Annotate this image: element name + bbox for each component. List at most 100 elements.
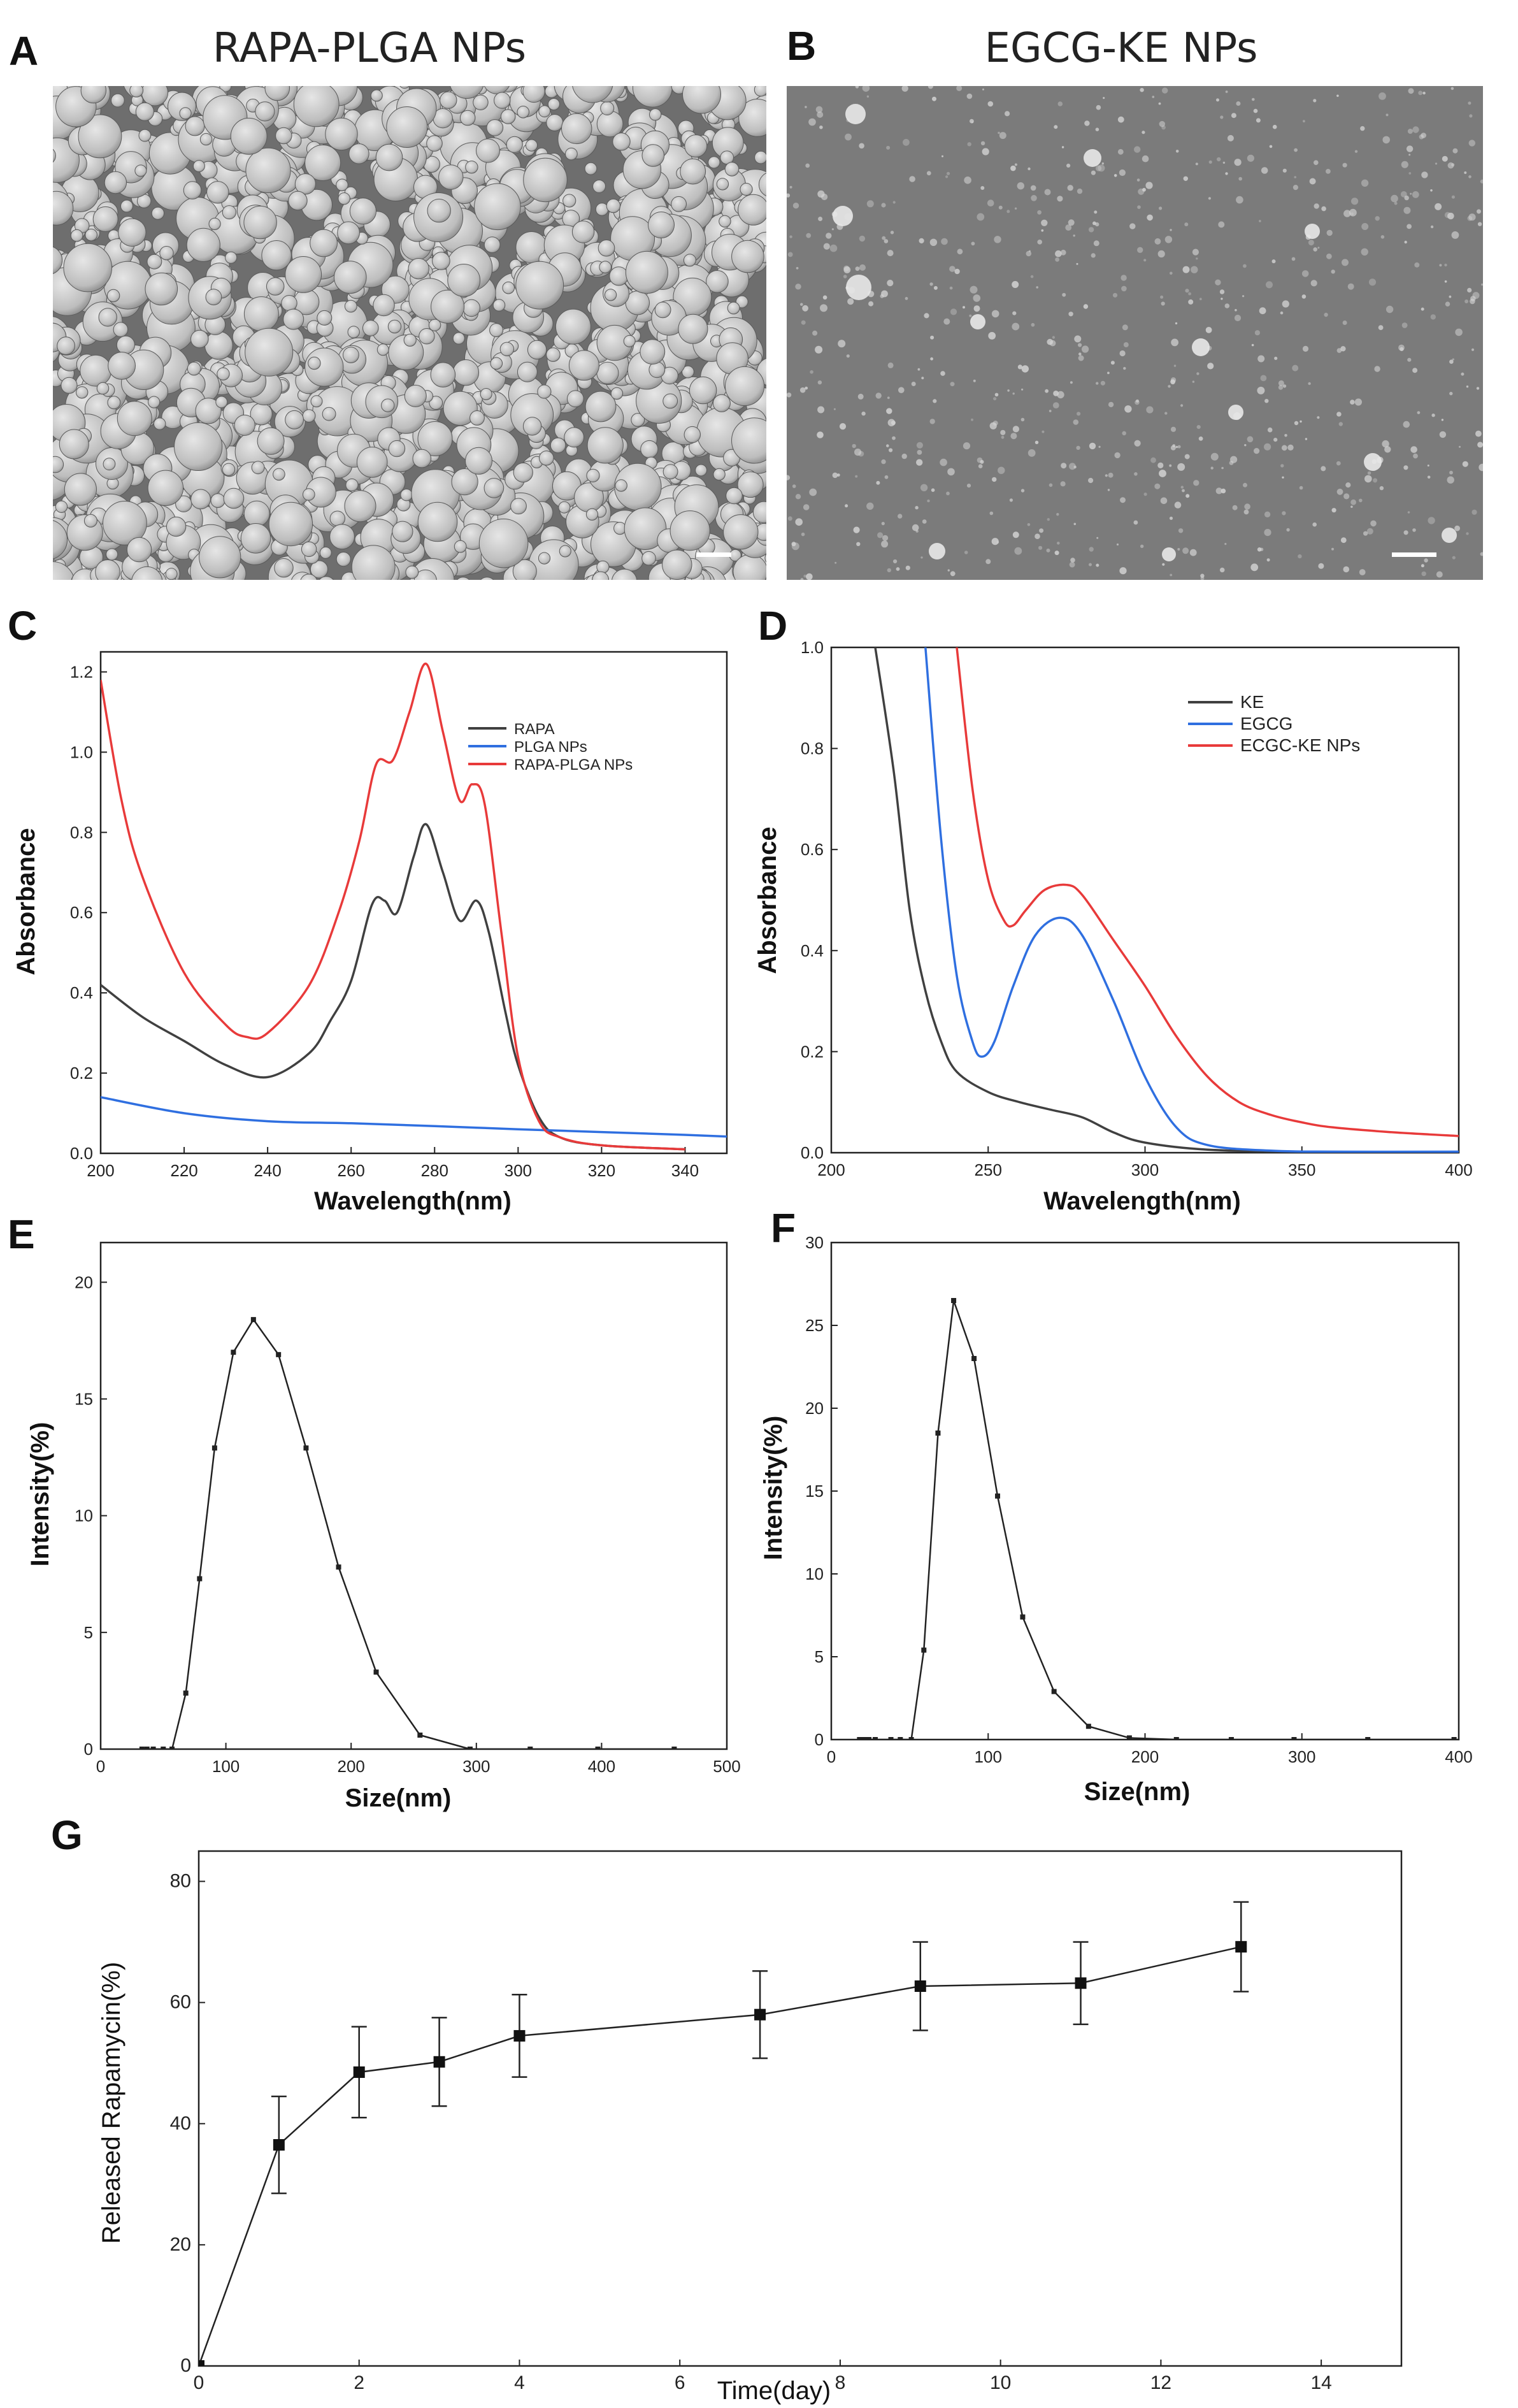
x-tick-label: 200 [338, 1757, 365, 1776]
sem-particle [517, 106, 530, 119]
y-tick-label: 60 [170, 1992, 191, 2013]
data-point [898, 1737, 903, 1740]
sem-particle [120, 199, 133, 213]
y-tick-label: 5 [84, 1623, 93, 1642]
sem-particle [631, 413, 645, 427]
data-point [231, 1350, 236, 1355]
x-tick-label: 14 [1310, 2372, 1331, 2393]
sem-particle [85, 228, 98, 242]
x-tick-label: 100 [212, 1757, 240, 1776]
sem-particle [735, 295, 748, 308]
series-line [101, 663, 685, 1151]
data-point [1291, 1737, 1297, 1740]
y-tick-label: 0 [84, 1740, 93, 1759]
x-tick-label: 200 [817, 1160, 845, 1179]
y-tick-label: 0.6 [801, 840, 824, 859]
y-tick-label: 0 [180, 2355, 191, 2376]
sem-particle [706, 270, 729, 293]
x-tick-label: 300 [462, 1757, 490, 1776]
legend-label: RAPA [514, 721, 555, 738]
sem-particle [107, 396, 121, 410]
legend-label: KE [1240, 692, 1264, 712]
plot-area [139, 1316, 677, 1749]
sem-particle [695, 464, 708, 477]
y-tick-label: 5 [815, 1647, 824, 1666]
data-point [861, 1737, 867, 1740]
data-point [914, 1980, 926, 1992]
series-line [859, 1300, 1454, 1740]
sem-particle [752, 501, 766, 524]
y-tick-label: 0.8 [70, 823, 93, 842]
panel-label-a: A [9, 28, 39, 74]
sem-particle [429, 396, 443, 410]
data-point [1173, 1737, 1179, 1740]
sem-particle [492, 299, 506, 312]
chart-f: 0 100 200 300 400 0 5 10 15 20 25 30 Size(nm) Intensi… [759, 1233, 1473, 1806]
data-point [197, 1576, 203, 1582]
series-line [101, 1096, 727, 1138]
y-tick-label: 40 [170, 2113, 191, 2134]
sem-particle [558, 501, 571, 514]
data-point [211, 1445, 217, 1451]
y-axis-label: Intensity(%) [759, 1416, 787, 1561]
data-point [595, 1747, 601, 1749]
sem-particle [738, 99, 766, 137]
y-axis-label: Released Rapamycin(%) [97, 1962, 125, 2244]
data-point [671, 1747, 677, 1749]
data-point [1075, 1977, 1087, 1989]
y-tick-label: 0.6 [70, 903, 93, 922]
data-point [951, 1298, 957, 1303]
data-point [250, 1316, 256, 1322]
y-tick-label: 20 [805, 1399, 824, 1418]
sem-particle [719, 215, 731, 228]
sem-particle [708, 156, 720, 169]
x-axis-label: Size(nm) [345, 1784, 452, 1812]
y-tick-label: 0.2 [801, 1042, 824, 1061]
y-tick-label: 0.4 [70, 983, 93, 1002]
sem-particle [336, 178, 348, 192]
data-point [908, 1737, 914, 1740]
x-tick-label: 260 [338, 1161, 365, 1180]
y-tick-label: 25 [805, 1316, 824, 1335]
y-tick-label: 1.0 [70, 742, 93, 761]
data-point [1365, 1737, 1371, 1740]
data-point [971, 1356, 977, 1361]
sem-particle [561, 113, 592, 145]
series-line [874, 647, 1459, 1153]
x-tick-label: 340 [671, 1161, 699, 1180]
x-tick-label: 280 [421, 1161, 448, 1180]
series-line [199, 1945, 1242, 2366]
data-point [935, 1431, 941, 1436]
sem-particle [347, 326, 360, 338]
x-tick-label: 2 [354, 2372, 364, 2393]
data-point [1051, 1689, 1057, 1694]
sem-particle [585, 391, 617, 422]
plot-frame [99, 1241, 728, 1750]
sem-particle [261, 240, 292, 271]
data-point [303, 1445, 309, 1451]
plot-area [857, 1298, 1457, 1740]
data-point [183, 1691, 189, 1696]
plot-area [199, 1901, 1249, 2366]
legend-label: PLGA NPs [514, 739, 587, 756]
chart-d: 200 250 300 350 400 0.0 0.2 0.4 0.6 0.8 1.0 Wavelen… [754, 638, 1473, 1215]
sem-particle [190, 489, 211, 510]
sem-image-rapa-plga-canvas [53, 86, 766, 580]
data-point [161, 1747, 166, 1749]
sem-particle [459, 110, 476, 126]
y-tick-label: 0.0 [70, 1144, 93, 1163]
x-tick-label: 500 [713, 1757, 740, 1776]
y-tick-label: 30 [805, 1233, 824, 1252]
series-line [141, 1318, 675, 1749]
x-tick-label: 0 [194, 2372, 204, 2393]
sem-particle [310, 560, 329, 579]
chart-e: 0 100 200 300 400 500 0 5 10 15 20 Size(nm) Intensit… [26, 1241, 741, 1812]
x-tick-label: 240 [254, 1161, 281, 1180]
y-tick-label: 15 [805, 1482, 824, 1501]
sem-particle [565, 147, 578, 161]
data-point [872, 1737, 878, 1740]
sem-particle [754, 150, 766, 164]
y-tick-label: 1.2 [70, 662, 93, 681]
sem-particle [440, 91, 457, 109]
chart-g: 0 2 4 6 8 10 12 14 0 20 40 60 80 Time(day) Released Ra… [97, 1850, 1403, 2405]
